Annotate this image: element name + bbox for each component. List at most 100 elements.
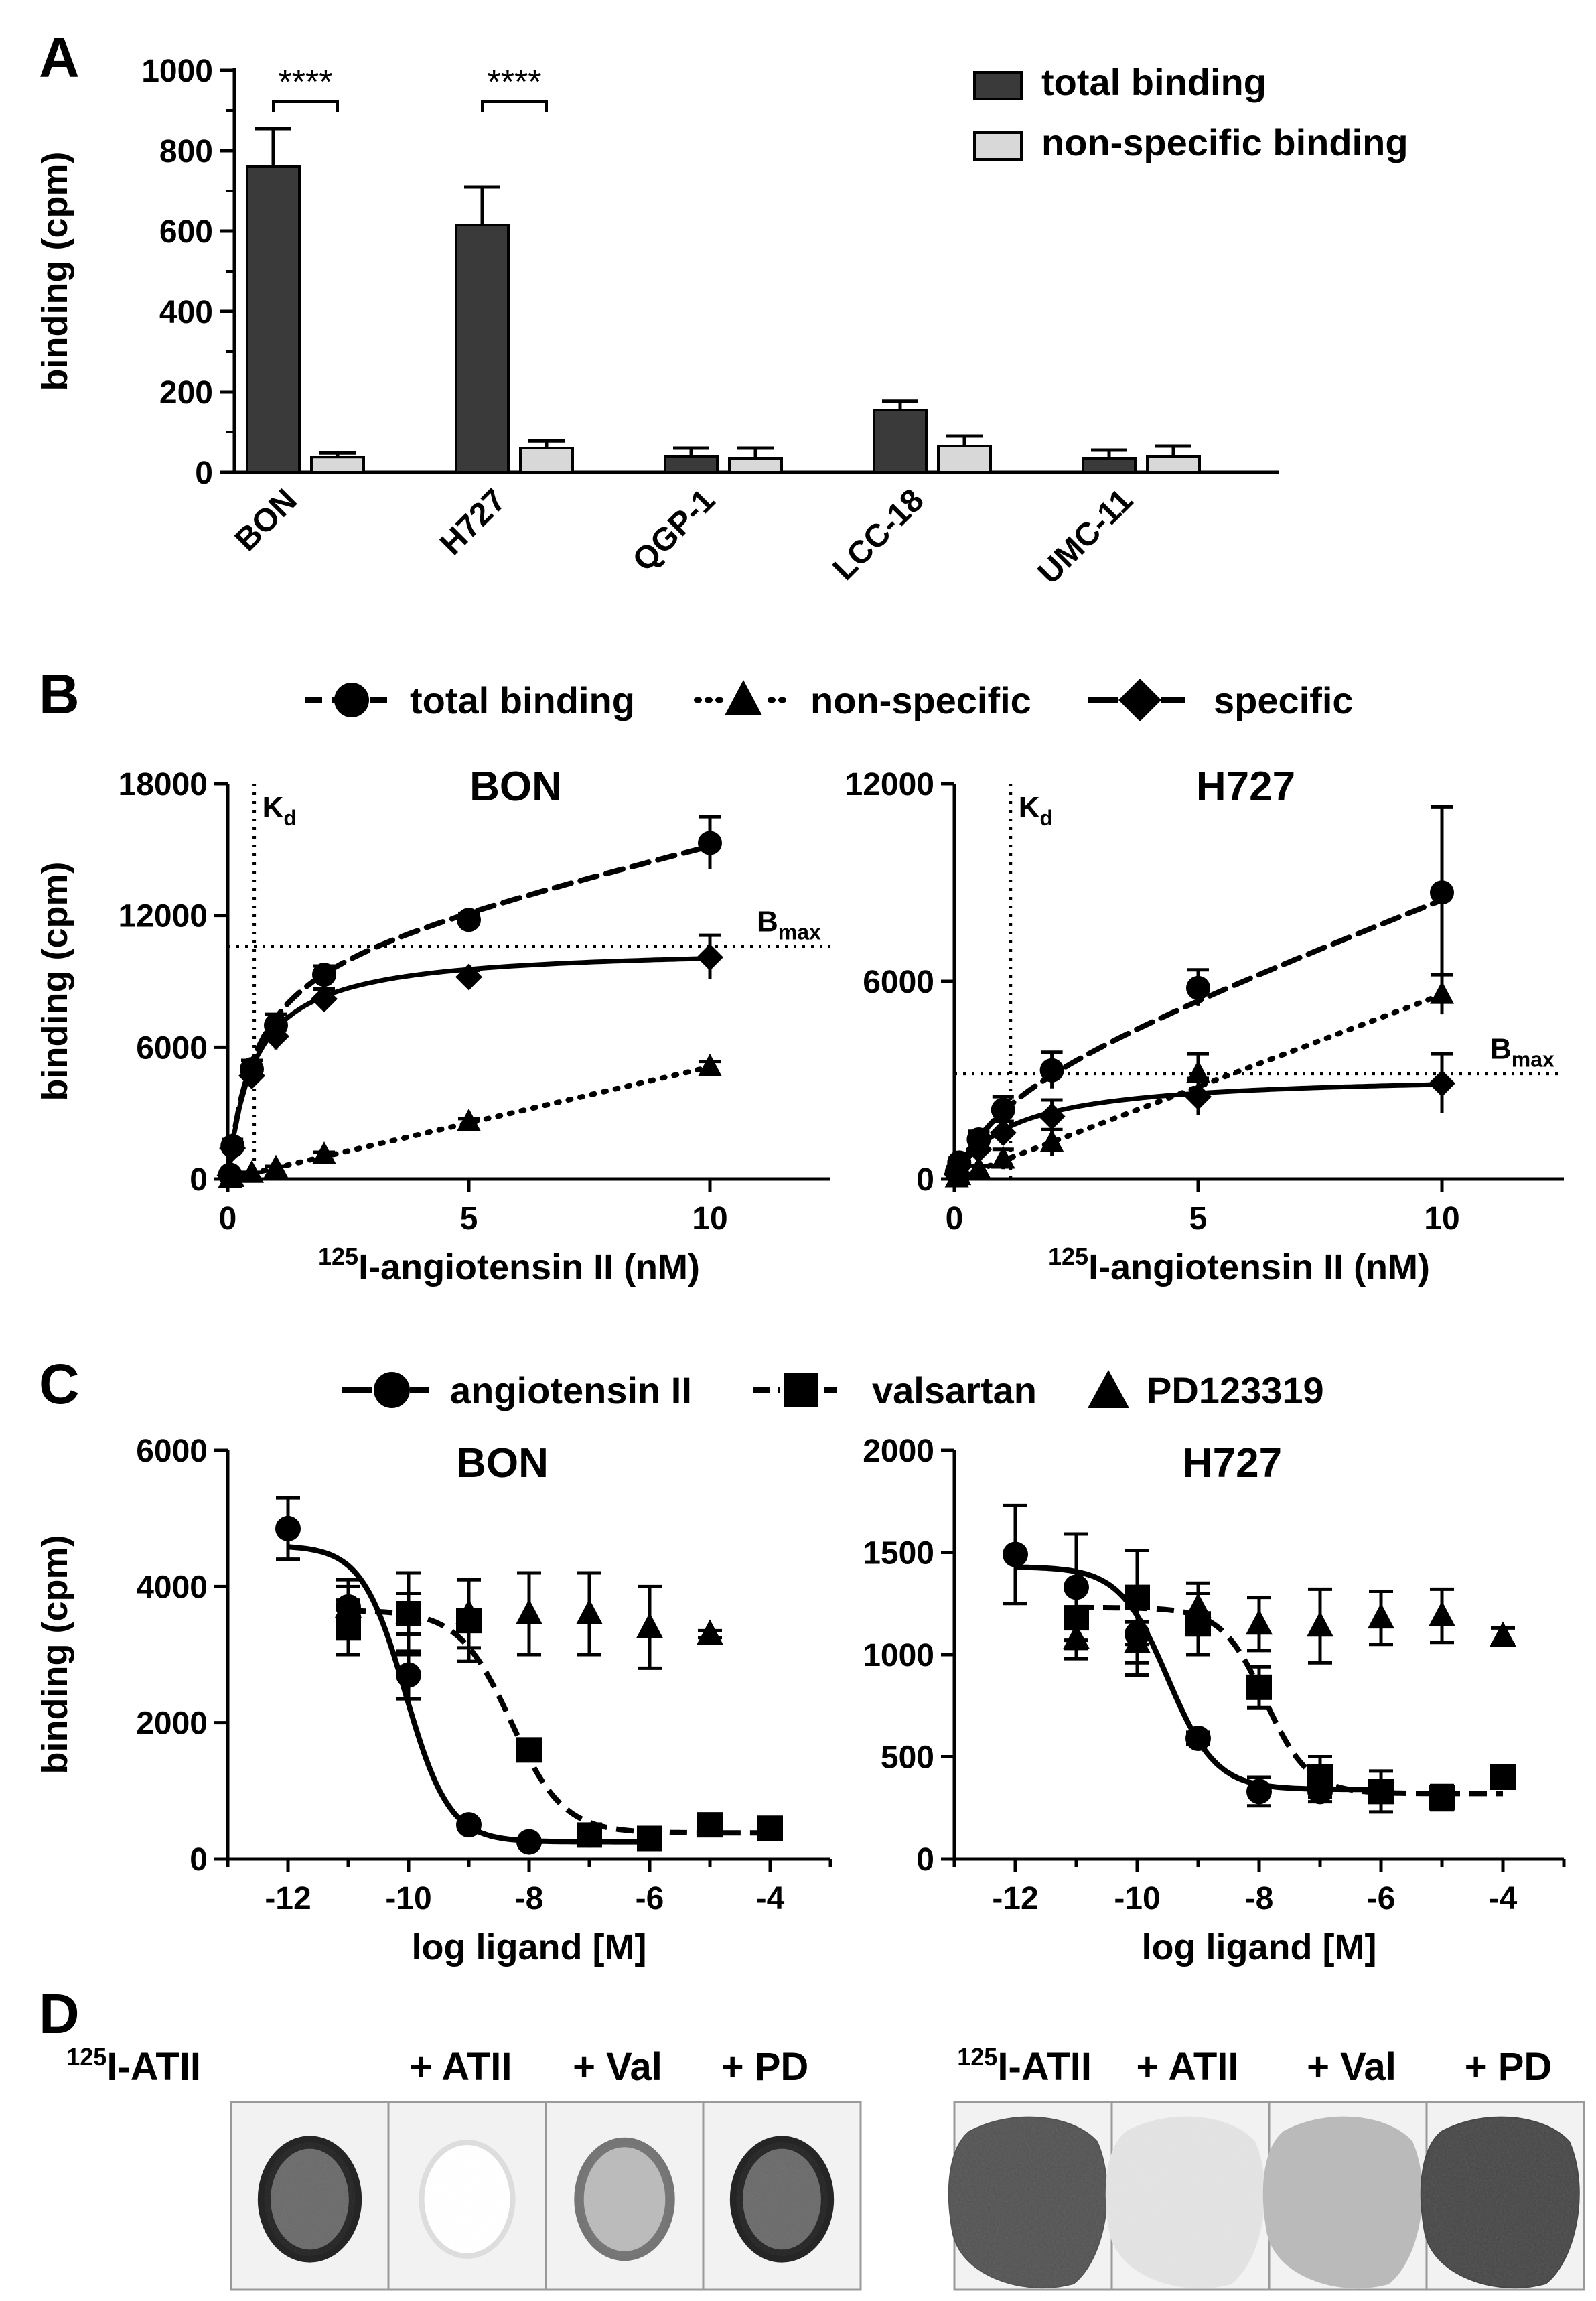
- significance-bracket-0: [272, 100, 339, 112]
- legend-b-nonspecific-marker: [725, 680, 762, 715]
- x-axis-title-text: I-angiotensin II (nM): [1088, 1247, 1430, 1287]
- point-PD123319-1: [1124, 1627, 1151, 1653]
- y-tick-label-2: 12000: [845, 767, 934, 803]
- y-tick-label-2: 12000: [119, 899, 208, 934]
- blot-cell-4: [1420, 2101, 1585, 2291]
- x-axis-title: log ligand [M]: [412, 1927, 647, 1967]
- point-specific-6: [697, 943, 723, 971]
- panel-letter-d: D: [39, 1982, 80, 2045]
- y-axis-title: binding (cpm): [35, 862, 75, 1101]
- y-tick-label-1: 6000: [863, 965, 934, 1000]
- panel-b-h727-saturation-chart: 0 6000 12000 0 5 10 125I-angiotensin II (nM) H7…: [845, 764, 1564, 1287]
- x-tick-label-4: -4: [1489, 1881, 1518, 1916]
- y-tick-label-0: 0: [195, 456, 213, 491]
- panel-c-legend: angiotensin II valsartan PD123319: [342, 1369, 1324, 1411]
- blot-texture-3: [1264, 2117, 1421, 2288]
- point-specific-4: [1038, 1103, 1066, 1130]
- bar-nonspecific-BON: [310, 456, 365, 474]
- x-axis-title: log ligand [M]: [1142, 1927, 1377, 1967]
- point-PD123319-6: [697, 1619, 723, 1645]
- y-tick-label-0: 0: [190, 1842, 208, 1878]
- panel-b-legend: total binding non-specific specific: [305, 679, 1354, 721]
- point-angiotensin-II-0: [1003, 1541, 1028, 1567]
- point-valsartan-6: [1429, 1785, 1455, 1811]
- blot-texture-4: [736, 2142, 828, 2256]
- point-PD123319-1: [395, 1599, 422, 1624]
- y-tick-label-1: 2000: [136, 1706, 208, 1742]
- legend-c-angiotensin-label: angiotensin II: [450, 1369, 692, 1411]
- bar-total-H727: [455, 224, 510, 474]
- bmax-label-main: B: [757, 906, 778, 938]
- point-total-binding-4: [312, 963, 336, 987]
- significance-label-0: ****: [279, 63, 333, 102]
- point-specific-6: [1429, 1070, 1455, 1097]
- chart-title: H727: [1183, 1440, 1282, 1486]
- blot-cell-2: [1105, 2101, 1271, 2291]
- blot-left-label-1-sup: 125: [66, 2043, 106, 2071]
- blot-strip-left: [230, 2101, 862, 2291]
- point-specific-3: [989, 1119, 1017, 1147]
- kd-label-sub: d: [1040, 806, 1054, 830]
- blot-left-label-1-text: I-ATII: [106, 2045, 201, 2089]
- bmax-label-main: B: [1490, 1033, 1512, 1066]
- point-PD123319-6: [1429, 1601, 1455, 1627]
- panel-d-autoradiography: 125I-ATII + ATII + Val + PD 125I-ATII + …: [66, 2043, 1585, 2291]
- point-total-binding-6: [1430, 880, 1454, 905]
- bmax-label-sub: max: [1512, 1048, 1554, 1072]
- bar-total-LCC-18: [873, 409, 928, 474]
- blot-cell-3: [545, 2101, 705, 2291]
- point-angiotensin-II-2: [396, 1662, 421, 1688]
- bar-total-QGP-1: [664, 455, 719, 474]
- point-valsartan-7: [1490, 1764, 1516, 1790]
- point-non-specific-2: [966, 1156, 991, 1179]
- kd-label: Kd: [263, 791, 297, 830]
- point-specific-2: [238, 1062, 265, 1089]
- point-valsartan-5: [1368, 1779, 1394, 1805]
- blot-texture-3: [579, 2142, 670, 2256]
- blot-texture-1: [949, 2117, 1106, 2288]
- point-angiotensin-II-4: [516, 1829, 542, 1855]
- point-total-binding-5: [457, 908, 481, 932]
- legend-b-total-label: total binding: [410, 679, 635, 721]
- y-tick-label-0: 0: [916, 1162, 934, 1198]
- point-PD123319-4: [1307, 1611, 1333, 1637]
- y-axis-title: binding (cpm): [35, 1535, 75, 1774]
- blot-right-label-2: + ATII: [1136, 2045, 1238, 2089]
- panel-c-h727-competition-chart: 0 500 1000 1500 2000 -12 -10 -8 -6 -4 log ligand […: [863, 1434, 1566, 1967]
- y-tick-label-2: 1000: [863, 1638, 934, 1673]
- blot-cell-3: [1262, 2101, 1428, 2291]
- x-tick-label-1: 5: [460, 1201, 478, 1237]
- point-non-specific-3: [991, 1145, 1015, 1169]
- panel-b-bon-saturation-chart: 0 6000 12000 18000 0 5 10 binding (cpm) 125I-ang…: [35, 764, 830, 1287]
- point-PD123319-5: [1368, 1603, 1394, 1629]
- chart-title: BON: [456, 1440, 549, 1486]
- x-tick-label-QGP-1: QGP-1: [626, 482, 722, 578]
- blot-texture-2: [1106, 2117, 1264, 2288]
- x-tick-label-0: 0: [219, 1201, 237, 1237]
- y-tick-label-3: 6000: [136, 1434, 208, 1469]
- blot-cell-1: [230, 2101, 390, 2291]
- point-PD123319-0: [335, 1592, 362, 1618]
- y-tick-label-2: 4000: [136, 1570, 208, 1605]
- point-specific-0: [216, 1162, 244, 1189]
- point-angiotensin-II-0: [275, 1515, 301, 1541]
- bar-total-BON: [246, 165, 301, 474]
- blot-left-label-2: + ATII: [409, 2045, 512, 2089]
- point-specific-1: [219, 1135, 246, 1162]
- blot-left-label-3: + Val: [573, 2045, 662, 2089]
- point-total-binding-4: [1039, 1058, 1064, 1083]
- point-valsartan-4: [1307, 1764, 1333, 1790]
- y-tick-label-1: 500: [881, 1740, 934, 1776]
- point-PD123319-5: [636, 1612, 663, 1638]
- blot-texture-1: [264, 2142, 356, 2256]
- blot-right-label-1: 125I-ATII: [957, 2043, 1092, 2089]
- x-axis-title: 125I-angiotensin II (nM): [318, 1243, 700, 1287]
- y-tick-label-3: 600: [159, 214, 213, 250]
- bar-nonspecific-LCC-18: [937, 445, 992, 474]
- blot-texture-2: [422, 2142, 513, 2256]
- x-tick-label-H727: H727: [433, 482, 513, 562]
- y-tick-label-3: 18000: [119, 767, 208, 803]
- point-PD123319-7: [1490, 1621, 1516, 1647]
- point-angiotensin-II-4: [1246, 1779, 1272, 1805]
- point-non-specific-4: [312, 1141, 336, 1164]
